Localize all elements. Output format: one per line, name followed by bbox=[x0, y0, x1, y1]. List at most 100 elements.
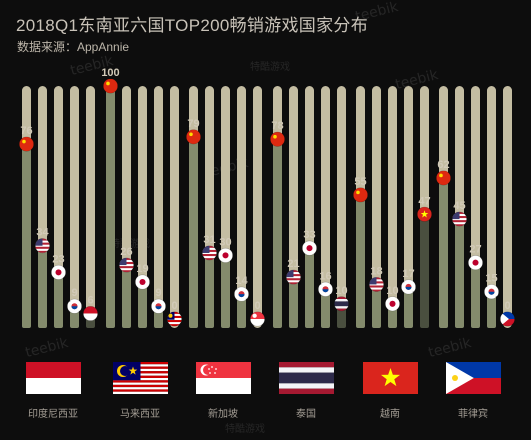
data-label: 62 bbox=[437, 159, 449, 171]
bar bbox=[106, 86, 115, 328]
cn-flag-icon bbox=[18, 136, 34, 152]
data-label: 26 bbox=[120, 246, 132, 258]
bar bbox=[305, 248, 314, 328]
data-label: 27 bbox=[469, 244, 481, 256]
bar bbox=[420, 214, 429, 328]
bar bbox=[356, 194, 365, 328]
data-label: 47 bbox=[418, 195, 430, 207]
kr-flag-icon bbox=[234, 286, 250, 302]
bar bbox=[439, 177, 448, 328]
bar bbox=[273, 139, 282, 328]
data-label: 19 bbox=[136, 263, 148, 275]
data-label: 6 bbox=[87, 294, 93, 306]
cn-flag-icon bbox=[269, 131, 285, 147]
market-group: 55 18 10 17 47 bbox=[352, 86, 432, 328]
page-title: 2018Q1东南亚六国TOP200畅销游戏国家分布 bbox=[16, 16, 368, 35]
data-label: 18 bbox=[370, 265, 382, 277]
country-label: 印度尼西亚 bbox=[28, 409, 78, 420]
kr-flag-icon bbox=[400, 279, 416, 295]
bar-track bbox=[372, 86, 381, 328]
bar bbox=[22, 144, 31, 328]
data-label: 31 bbox=[203, 234, 215, 246]
ph-flag-icon bbox=[499, 311, 515, 327]
data-label: 45 bbox=[453, 200, 465, 212]
bar bbox=[138, 282, 147, 328]
jp-flag-icon bbox=[50, 264, 66, 280]
country-label: 越南 bbox=[380, 409, 400, 420]
data-label: 0 bbox=[254, 300, 260, 312]
market-group: 76 34 23 96 bbox=[18, 86, 99, 328]
bar-track bbox=[289, 86, 298, 328]
th-flag-icon bbox=[333, 296, 349, 312]
bar bbox=[205, 252, 214, 328]
cn-flag-icon bbox=[186, 129, 202, 145]
my-flag-icon bbox=[167, 311, 183, 327]
data-label: 33 bbox=[303, 229, 315, 241]
market-group: 79 31 30 14 0 bbox=[186, 86, 266, 328]
data-label: 9 bbox=[155, 287, 161, 299]
jp-flag-icon bbox=[467, 255, 483, 271]
bar bbox=[289, 277, 298, 328]
data-label: 100 bbox=[101, 67, 119, 79]
us-flag-icon bbox=[451, 211, 467, 227]
bar bbox=[404, 286, 413, 328]
kr-flag-icon bbox=[483, 284, 499, 300]
data-label: 17 bbox=[402, 268, 414, 280]
data-label: 34 bbox=[36, 227, 49, 239]
jp-flag-icon bbox=[218, 247, 234, 263]
kr-flag-icon bbox=[151, 298, 167, 314]
country-label: 菲律宾 bbox=[458, 409, 488, 420]
bar-track bbox=[404, 86, 413, 328]
sg-flag-icon bbox=[196, 362, 251, 394]
data-label: 30 bbox=[219, 236, 231, 248]
id-flag-icon bbox=[26, 362, 81, 394]
bar bbox=[372, 284, 381, 328]
data-label: 0 bbox=[171, 300, 177, 312]
kr-flag-icon bbox=[317, 281, 333, 297]
vn-flag-icon bbox=[416, 206, 432, 222]
cn-flag-icon bbox=[103, 78, 119, 94]
data-label: 55 bbox=[354, 176, 366, 188]
data-label: 16 bbox=[319, 270, 331, 282]
bar bbox=[471, 262, 480, 328]
data-label: 0 bbox=[504, 300, 510, 312]
country-label: 马来西亚 bbox=[120, 409, 160, 420]
us-flag-icon bbox=[119, 257, 135, 273]
bar-track bbox=[503, 86, 512, 328]
bar-track bbox=[70, 86, 79, 328]
data-label: 15 bbox=[485, 273, 497, 285]
bar bbox=[321, 289, 330, 328]
data-label: 23 bbox=[52, 253, 64, 265]
data-source: 数据来源：AppAnnie bbox=[17, 40, 130, 54]
data-label: 9 bbox=[71, 287, 77, 299]
country-label: 新加坡 bbox=[208, 409, 238, 420]
data-label: 78 bbox=[271, 120, 283, 132]
kr-flag-icon bbox=[67, 298, 83, 314]
vn-flag-icon bbox=[363, 362, 418, 394]
market-group: 78 21 33 16 10 bbox=[269, 86, 349, 328]
data-label: 10 bbox=[335, 285, 347, 297]
ph-flag-icon bbox=[446, 362, 501, 394]
market-group: 62 45 27 15 0 bbox=[435, 86, 515, 328]
cn-flag-icon bbox=[435, 170, 451, 186]
market-group: 100 26 19 90 bbox=[101, 67, 183, 328]
bar bbox=[189, 136, 198, 328]
bar-track bbox=[253, 86, 262, 328]
data-label: 21 bbox=[287, 258, 299, 270]
bar bbox=[54, 272, 63, 328]
bar-track bbox=[154, 86, 163, 328]
jp-flag-icon bbox=[135, 274, 151, 290]
bar-track bbox=[170, 86, 179, 328]
cn-flag-icon bbox=[352, 187, 368, 203]
country-label: 泰国 bbox=[296, 409, 316, 420]
bar bbox=[455, 219, 464, 328]
th-flag-icon bbox=[279, 362, 334, 394]
data-label: 14 bbox=[235, 275, 248, 287]
us-flag-icon bbox=[34, 238, 50, 254]
us-flag-icon bbox=[285, 269, 301, 285]
bar-track bbox=[321, 86, 330, 328]
us-flag-icon bbox=[368, 276, 384, 292]
bar bbox=[487, 291, 496, 328]
id-flag-icon bbox=[83, 305, 99, 321]
